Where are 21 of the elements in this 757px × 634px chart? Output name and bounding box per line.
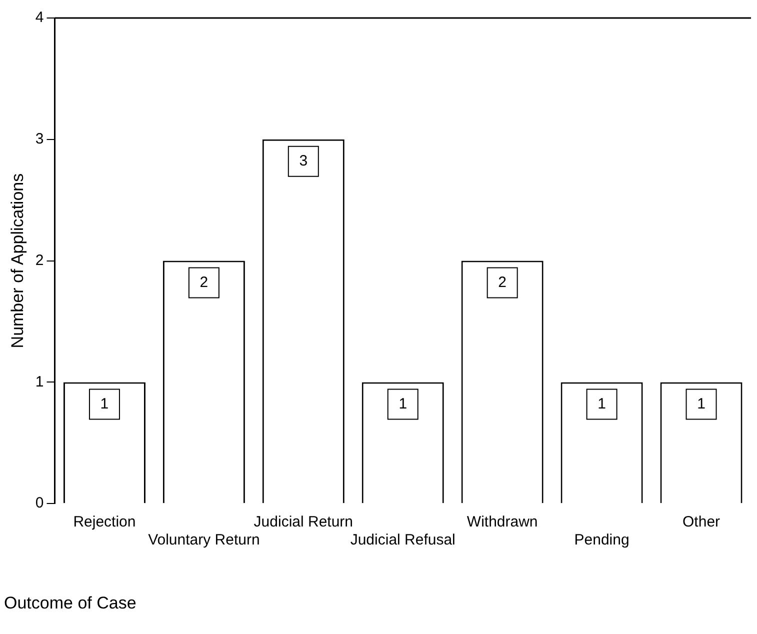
data-label: 2 bbox=[200, 274, 208, 291]
data-label: 2 bbox=[498, 274, 507, 291]
y-axis-title: Number of Applications bbox=[8, 173, 27, 348]
y-tick-label: 4 bbox=[35, 9, 44, 26]
data-label: 1 bbox=[697, 395, 706, 412]
y-tick-label: 0 bbox=[35, 494, 44, 512]
x-tick-label: Pending bbox=[574, 532, 630, 549]
y-tick-label: 2 bbox=[35, 252, 44, 269]
x-tick-label: Voluntary Return bbox=[148, 532, 260, 549]
x-tick-label: Judicial Refusal bbox=[350, 532, 456, 549]
x-tick-label: Judicial Return bbox=[254, 514, 354, 531]
x-tick-label: Withdrawn bbox=[466, 514, 538, 531]
x-tick-label: Other bbox=[682, 514, 720, 531]
data-label: 3 bbox=[299, 152, 308, 170]
y-tick-label: 3 bbox=[35, 130, 44, 148]
data-label: 1 bbox=[598, 395, 606, 412]
data-label: 1 bbox=[398, 395, 408, 412]
data-label: 1 bbox=[100, 395, 109, 412]
x-axis-title: Outcome of Case bbox=[4, 593, 136, 612]
x-tick-label: Rejection bbox=[73, 514, 136, 531]
y-tick-label: 1 bbox=[35, 373, 44, 390]
